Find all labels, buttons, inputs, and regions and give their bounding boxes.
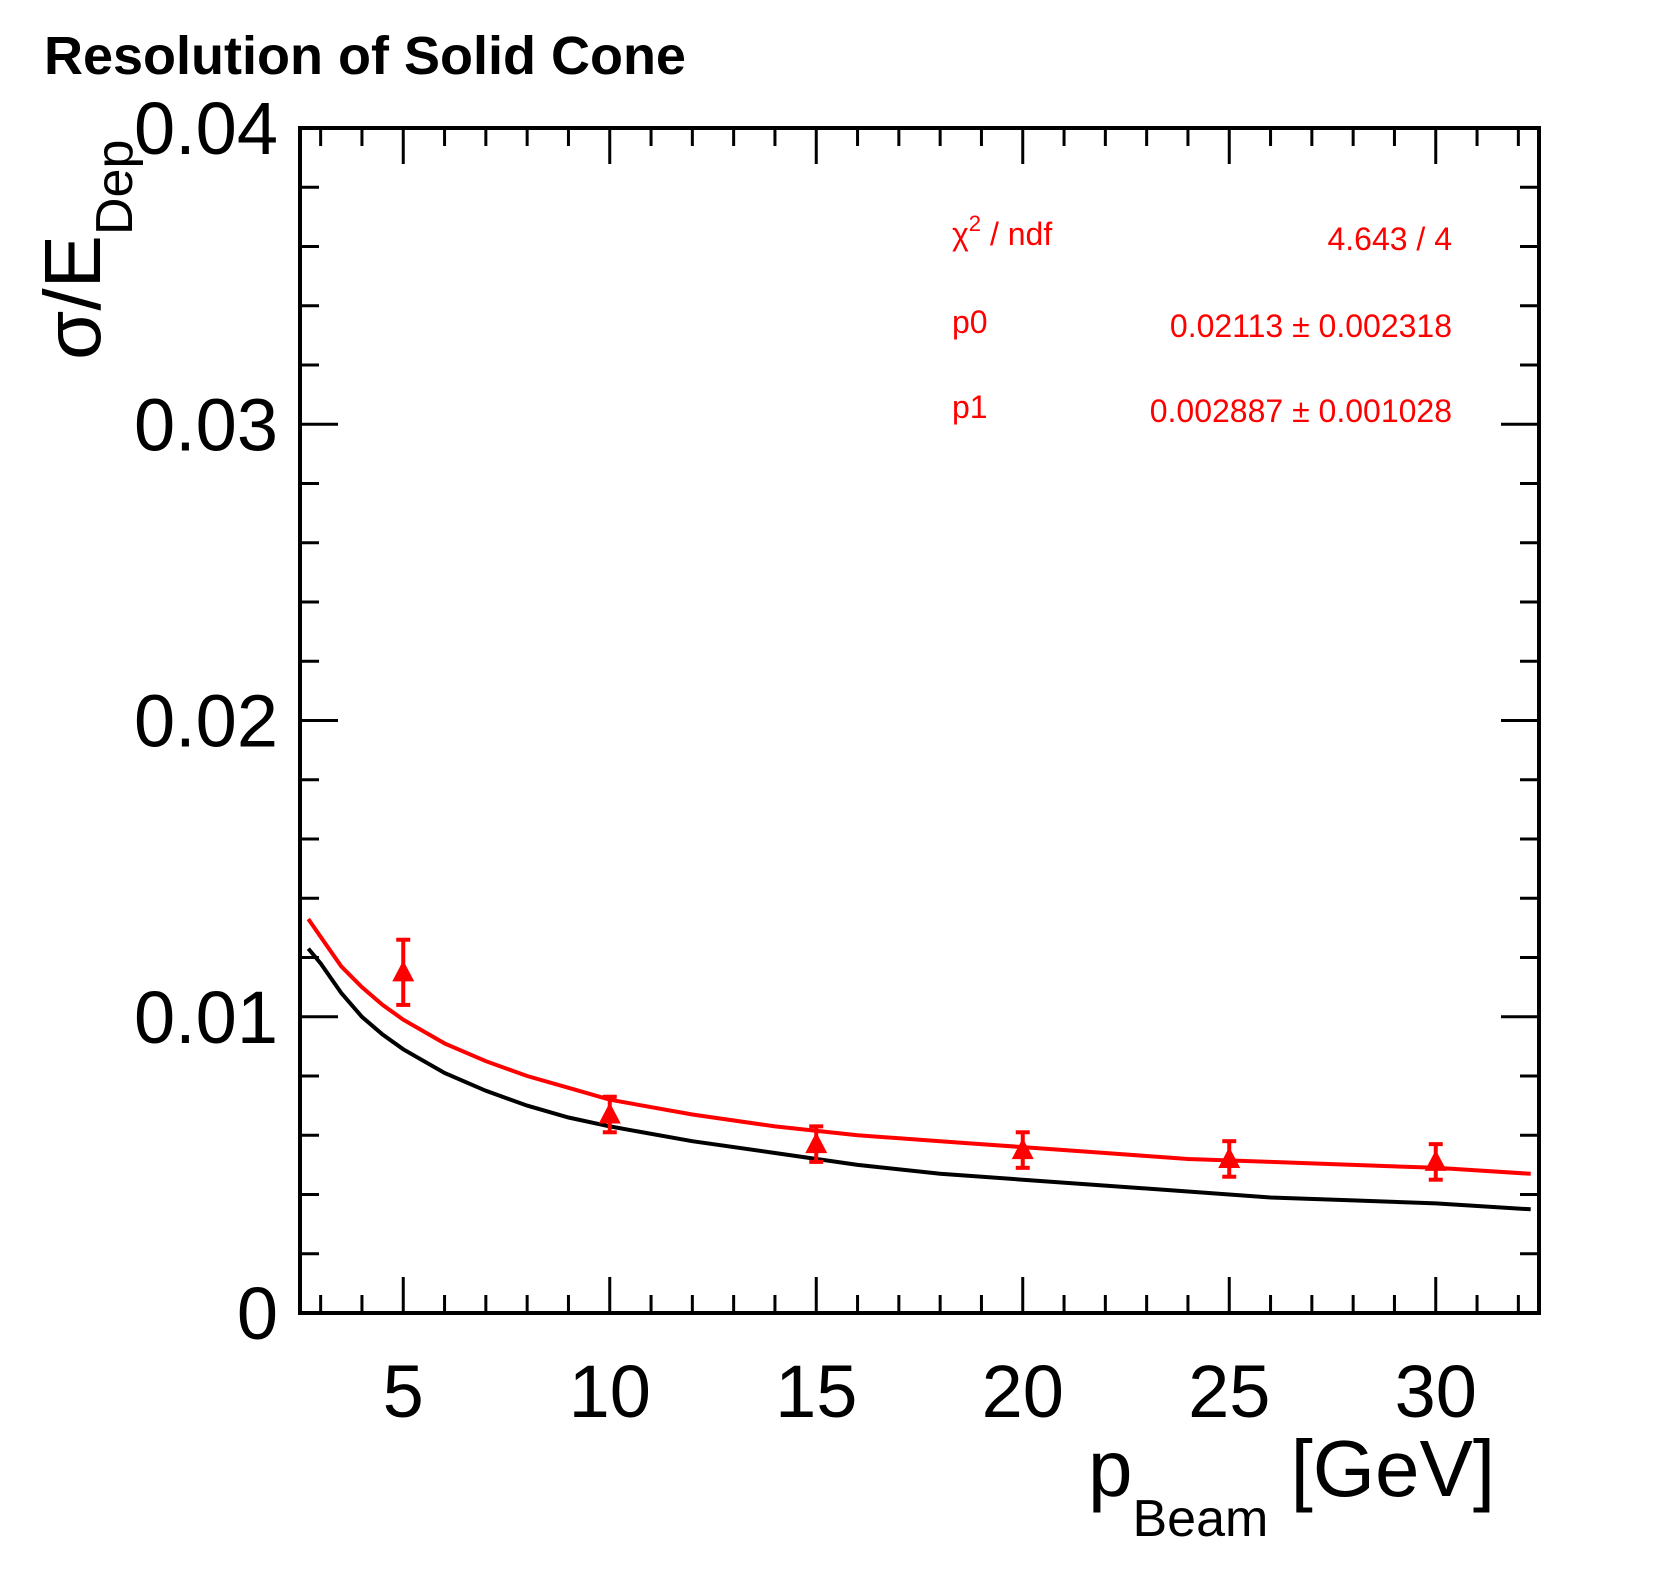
fit-curve-1: [306, 917, 1531, 1176]
triangle-marker: [1424, 1149, 1447, 1171]
x-tick-label: 25: [1188, 1350, 1270, 1433]
x-axis-label-sub: Beam: [1133, 1490, 1269, 1548]
plot-frame: [298, 126, 1541, 1315]
x-axis-label-main: p: [1088, 1424, 1133, 1513]
y-tick-label: 0.04: [134, 87, 278, 170]
fit-curve-2: [306, 947, 1531, 1212]
stat-label-p0: p0: [952, 304, 988, 340]
fit-stats-box: χ2 / ndf 4.643 / 4 p0 0.02113 ± 0.002318…: [952, 211, 1452, 429]
data-point: [598, 1094, 621, 1135]
x-tick-label: 10: [569, 1350, 651, 1433]
y-tick-label: 0.01: [134, 976, 278, 1059]
data-points: [392, 937, 1447, 1182]
fit-curves: [306, 917, 1531, 1212]
y-axis-label: σ/EDep: [28, 140, 144, 360]
y-tick-labels: 0 0.01 0.02 0.03 0.04: [134, 87, 278, 1355]
y-axis-label-main: σ/E: [28, 235, 117, 360]
x-tick-label: 20: [982, 1350, 1064, 1433]
x-tick-label: 5: [383, 1350, 424, 1433]
stat-label-p1: p1: [952, 389, 988, 425]
x-axis-label: pBeam [GeV]: [1088, 1424, 1495, 1548]
stat-value-p1: 0.002887 ± 0.001028: [1150, 393, 1452, 429]
triangle-marker: [392, 960, 415, 982]
y-tick-label: 0: [237, 1272, 278, 1355]
triangle-marker: [1218, 1146, 1241, 1168]
triangle-marker: [598, 1102, 621, 1124]
triangle-marker: [1011, 1138, 1034, 1160]
x-axis-label-unit: [GeV]: [1268, 1424, 1495, 1513]
y-axis-label-sub: Dep: [86, 140, 144, 235]
axis-ticks: [300, 126, 1539, 1315]
data-point: [392, 937, 415, 1007]
stat-label-chi2: χ2 / ndf: [952, 211, 1052, 252]
data-point: [1218, 1139, 1241, 1179]
x-tick-labels: 5 10 15 20 25 30: [383, 1350, 1477, 1433]
stat-value-chi2: 4.643 / 4: [1327, 221, 1452, 257]
x-tick-label: 15: [775, 1350, 857, 1433]
chart-title: Resolution of Solid Cone: [44, 26, 686, 86]
y-tick-label: 0.02: [134, 680, 278, 763]
stat-value-p0: 0.02113 ± 0.002318: [1170, 308, 1452, 344]
triangle-marker: [805, 1132, 828, 1154]
data-point: [1424, 1142, 1447, 1182]
y-tick-label: 0.03: [134, 383, 278, 466]
data-point: [805, 1124, 828, 1164]
data-point: [1011, 1130, 1034, 1170]
x-tick-label: 30: [1395, 1350, 1477, 1433]
